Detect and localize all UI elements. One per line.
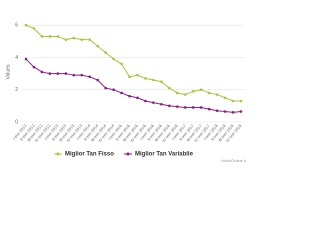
- series-line: [25, 24, 242, 102]
- data-point: [96, 44, 99, 48]
- data-point: [96, 78, 99, 82]
- legend-marker: [56, 152, 60, 156]
- data-point: [191, 106, 195, 109]
- data-point: [88, 38, 91, 41]
- data-point: [168, 104, 171, 108]
- data-point: [176, 105, 179, 108]
- data-point: [152, 78, 155, 82]
- data-point: [48, 72, 52, 75]
- data-point: [168, 86, 171, 90]
- data-point: [223, 96, 227, 100]
- data-point: [112, 88, 115, 92]
- legend-label: Miglior Tan Fisso: [65, 152, 114, 158]
- data-point: [152, 101, 155, 104]
- y-axis-label: Values: [5, 64, 11, 79]
- data-point: [104, 51, 107, 54]
- data-point: [239, 110, 243, 113]
- data-point: [215, 93, 219, 96]
- data-point: [64, 38, 68, 41]
- data-point: [120, 91, 123, 95]
- data-point: [191, 90, 195, 93]
- data-point: [56, 72, 60, 75]
- data-point: [120, 62, 123, 66]
- legend-marker: [126, 152, 130, 156]
- data-point: [88, 75, 91, 79]
- data-point: [144, 77, 147, 80]
- y-tick-label: 6: [15, 22, 18, 28]
- y-tick-label: 4: [15, 55, 18, 61]
- data-point: [231, 111, 235, 114]
- legend-label: Miglior Tan Variabile: [135, 152, 194, 158]
- data-point: [80, 73, 84, 77]
- data-point: [56, 35, 60, 38]
- data-point: [72, 36, 76, 40]
- data-point: [40, 35, 44, 38]
- data-point: [223, 110, 227, 113]
- data-point: [112, 57, 115, 61]
- data-point: [48, 35, 52, 38]
- y-tick-label: 2: [15, 87, 18, 93]
- data-point: [160, 102, 163, 106]
- data-point: [40, 70, 44, 74]
- data-point: [207, 91, 211, 95]
- data-point: [215, 109, 219, 112]
- data-point: [183, 106, 187, 109]
- data-point: [239, 99, 243, 103]
- data-point: [72, 73, 76, 77]
- data-point: [136, 96, 139, 100]
- data-point: [199, 106, 203, 109]
- data-point: [160, 80, 163, 83]
- data-point: [80, 38, 84, 41]
- credit: MutuiOnline.it: [222, 158, 247, 163]
- data-point: [176, 91, 179, 95]
- data-point: [24, 57, 28, 61]
- y-tick-label: 0: [15, 119, 18, 125]
- data-point: [32, 65, 36, 69]
- data-point: [128, 94, 131, 98]
- data-point: [32, 27, 36, 30]
- series-line: [25, 58, 242, 113]
- data-point: [231, 99, 235, 103]
- data-point: [128, 75, 131, 79]
- data-point: [207, 107, 211, 111]
- data-point: [104, 86, 107, 90]
- data-point: [183, 93, 187, 96]
- data-point: [136, 73, 139, 77]
- data-point: [199, 88, 203, 92]
- data-point: [24, 23, 28, 27]
- data-point: [64, 72, 68, 75]
- data-point: [144, 99, 147, 103]
